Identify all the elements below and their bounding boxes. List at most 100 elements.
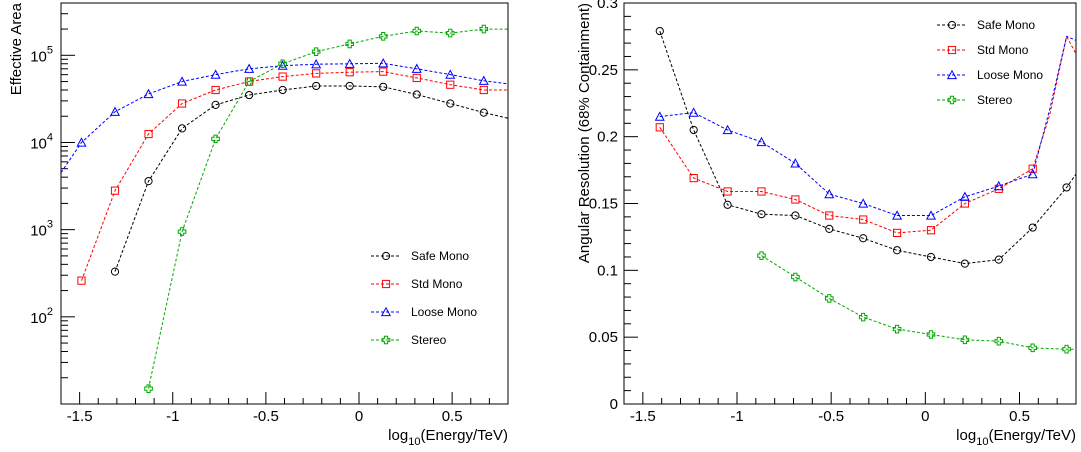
- data-point-circle: [723, 200, 732, 209]
- x-axis-title-main: log: [388, 427, 408, 444]
- data-point-square: [926, 226, 936, 235]
- data-point-cross: [345, 39, 354, 49]
- data-point-cross: [211, 134, 220, 144]
- y-axis-title: Effective Area: [8, 2, 25, 95]
- series-line: [81, 71, 508, 281]
- data-point-square: [77, 276, 86, 285]
- legend-label: Safe Mono: [977, 18, 1035, 32]
- series-line: [761, 255, 1076, 350]
- y-tick-label: 0.1: [597, 262, 618, 279]
- data-point-triangle: [380, 306, 392, 317]
- effective-area-chart: -1.5 -1 -0.5 0 0.5log10(Energy/TeV)102103104…: [8, 2, 509, 448]
- x-axis: -1.5 -1 -0.5 0 0.5 log10(Energy/TeV): [623, 392, 1077, 448]
- x-axis: -1.5 -1 -0.5 0 0.5 log10(Energy/TeV): [60, 392, 509, 448]
- data-point-cross: [1062, 344, 1071, 354]
- data-point-triangle: [244, 63, 255, 73]
- data-point-circle: [1062, 183, 1071, 192]
- data-point-triangle: [109, 106, 121, 116]
- data-point-triangle: [892, 210, 903, 220]
- data-point-square: [144, 129, 153, 139]
- data-point-square: [791, 195, 800, 204]
- data-point-square: [859, 215, 868, 224]
- y-tick-label: 0.3: [597, 0, 618, 12]
- data-point-triangle: [1027, 168, 1038, 179]
- data-point-cross: [994, 336, 1004, 346]
- data-point-cross: [278, 59, 287, 69]
- data-point-circle: [892, 246, 902, 255]
- data-point-circle: [446, 99, 455, 108]
- data-point-cross: [144, 384, 153, 393]
- data-point-circle: [211, 100, 220, 109]
- y-tick-base: 10: [30, 135, 47, 152]
- data-point-cross: [757, 251, 766, 260]
- x-axis-title-subscript: 10: [408, 436, 420, 448]
- x-axis-title-rest: (Energy/TeV): [420, 427, 508, 444]
- series-stereo: [757, 251, 1076, 354]
- legend-entry: Std Mono: [371, 277, 463, 291]
- data-point-square: [655, 123, 664, 132]
- legend-entry: Stereo: [371, 333, 447, 347]
- data-point-triangle: [177, 76, 188, 86]
- data-point-triangle: [756, 136, 767, 147]
- data-point-square: [412, 73, 421, 83]
- x-tick-label: 0.5: [1009, 408, 1030, 425]
- data-point-square: [689, 174, 698, 183]
- data-point-triangle: [993, 180, 1004, 191]
- data-point-square: [381, 279, 391, 289]
- legend-entry: Safe Mono: [371, 249, 469, 263]
- data-point-cross: [381, 335, 391, 345]
- data-point-cross: [412, 26, 422, 36]
- series-line: [114, 85, 508, 272]
- series-loose-mono: [654, 35, 1076, 220]
- y-tick-label: 104: [30, 131, 53, 152]
- y-tick-base: 10: [30, 48, 47, 65]
- y-axis: 0 0.05 0.1 0.15 0.2 0.25 0.3 Angular Resolution…: [576, 0, 638, 413]
- data-point-circle: [345, 81, 354, 91]
- data-point-triangle: [210, 69, 221, 79]
- y-tick-exponent: 3: [47, 219, 53, 231]
- data-point-cross: [892, 324, 902, 334]
- y-tick-base: 10: [30, 223, 47, 240]
- y-tick-label: 0.25: [589, 62, 618, 79]
- x-tick-label: -1.5: [67, 408, 93, 425]
- x-axis-title: log10(Energy/TeV): [956, 427, 1076, 448]
- legend-label: Stereo: [977, 93, 1013, 107]
- data-point-triangle: [824, 188, 835, 199]
- data-point-triangle: [411, 63, 422, 73]
- data-point-square: [278, 72, 287, 81]
- x-tick-label: 0: [355, 408, 363, 425]
- x-tick-label: 0.5: [442, 408, 463, 425]
- data-point-triangle: [790, 158, 801, 168]
- data-point-circle: [947, 20, 957, 30]
- data-point-circle: [381, 251, 391, 261]
- legend: Safe Mono Std Mono Loose Mono Stereo: [371, 249, 477, 347]
- data-point-cross: [479, 24, 489, 34]
- data-point-triangle: [311, 58, 322, 69]
- series-safe-mono: [110, 81, 508, 276]
- x-tick-label: 0: [921, 408, 929, 425]
- data-point-triangle: [344, 58, 355, 68]
- y-tick-label: 0.15: [589, 196, 618, 213]
- data-point-cross: [1028, 343, 1037, 353]
- y-tick-label: 0.2: [597, 129, 618, 146]
- y-tick-label: 105: [30, 44, 53, 65]
- data-point-circle: [312, 81, 321, 91]
- data-point-circle: [689, 125, 698, 135]
- y-tick-label: 0.05: [589, 329, 618, 346]
- legend: Safe Mono Std Mono Loose Mono Stereo: [937, 18, 1043, 107]
- data-point-circle: [245, 90, 254, 100]
- data-point-cross: [947, 95, 957, 105]
- y-axis-title: Angular Resolution (68% Containment): [576, 3, 593, 263]
- data-point-square: [723, 187, 732, 196]
- x-tick-label: -1.5: [630, 408, 656, 425]
- legend-entry: Safe Mono: [937, 18, 1035, 32]
- x-axis-title: log10(Energy/TeV): [388, 427, 508, 448]
- series-line: [61, 62, 508, 173]
- data-point-cross: [960, 335, 970, 345]
- series-group: [61, 24, 508, 393]
- data-point-circle: [144, 177, 153, 186]
- x-axis-title-rest: (Energy/TeV): [988, 427, 1076, 444]
- data-point-square: [757, 187, 766, 196]
- series-group: [654, 26, 1076, 354]
